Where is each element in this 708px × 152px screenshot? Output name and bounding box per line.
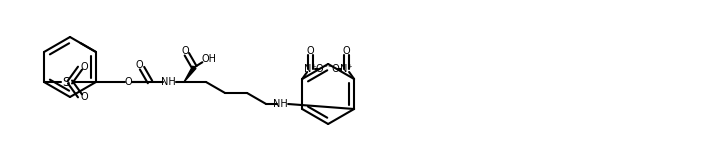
Text: ⁻O: ⁻O xyxy=(328,64,341,74)
Text: N⁺: N⁺ xyxy=(304,64,316,74)
Text: O: O xyxy=(307,46,314,56)
Text: O: O xyxy=(135,60,143,70)
Text: N⁺: N⁺ xyxy=(340,64,353,74)
Polygon shape xyxy=(184,66,196,82)
Text: O: O xyxy=(80,92,88,102)
Text: OH: OH xyxy=(202,54,217,64)
Text: O: O xyxy=(181,46,188,56)
Text: S: S xyxy=(62,76,69,88)
Text: NH: NH xyxy=(273,99,287,109)
Text: O: O xyxy=(124,77,132,87)
Text: O: O xyxy=(342,46,350,56)
Text: NH: NH xyxy=(161,77,176,87)
Text: O⁻: O⁻ xyxy=(316,64,329,74)
Text: O: O xyxy=(80,62,88,72)
